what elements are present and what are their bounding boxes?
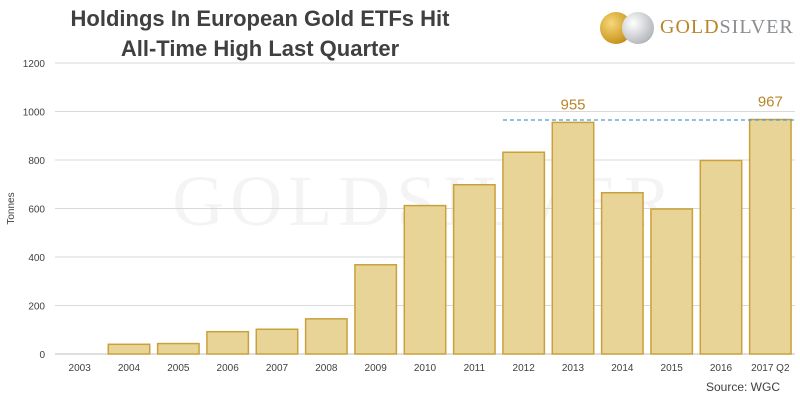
bar <box>699 159 743 355</box>
bar <box>403 204 447 355</box>
data-label: 955 <box>560 96 585 113</box>
y-tick-label: 600 <box>28 205 45 216</box>
y-axis-title: Tonnes <box>6 192 17 224</box>
chart-title-line-1: Holdings In European Gold ETFs Hit <box>70 6 450 31</box>
goldsilver-logo: GOLDSILVER <box>600 12 793 52</box>
bar <box>748 118 792 355</box>
y-tick-label: 0 <box>39 350 45 361</box>
x-tick-label: 2006 <box>217 363 240 374</box>
x-tick-label: 2016 <box>710 363 733 374</box>
bar <box>502 151 546 355</box>
data-label: 967 <box>758 94 783 111</box>
x-tick-label: 2009 <box>365 363 388 374</box>
bar <box>206 330 250 355</box>
x-tick-label: 2015 <box>661 363 684 374</box>
y-tick-label: 400 <box>28 253 45 264</box>
chart-title: Holdings In European Gold ETFs Hit All-T… <box>40 4 480 64</box>
source-note: Source: WGC <box>705 380 780 394</box>
y-tick-label: 1000 <box>23 108 46 119</box>
y-tick-label: 200 <box>28 302 45 313</box>
x-tick-label: 2013 <box>562 363 585 374</box>
silver-coin-icon <box>622 12 654 44</box>
x-tick-label: 2011 <box>464 363 486 374</box>
x-tick-label: 2003 <box>69 363 92 374</box>
x-tick-label: 2012 <box>513 363 536 374</box>
x-tick-label: 2004 <box>118 363 141 374</box>
x-tick-label: 2014 <box>611 363 634 374</box>
bar <box>650 208 694 355</box>
bar <box>600 191 644 355</box>
x-tick-label: 2017 Q2 <box>751 363 790 374</box>
x-tick-label: 2007 <box>266 363 289 374</box>
bar <box>107 343 151 355</box>
bar <box>304 318 348 355</box>
logo-silver-text: SILVER <box>719 16 794 38</box>
y-tick-label: 800 <box>28 156 45 167</box>
y-tick-label: 1200 <box>23 59 46 70</box>
logo-gold-text: GOLD <box>660 16 720 38</box>
chart-title-line-2: All-Time High Last Quarter <box>120 36 400 61</box>
bar <box>354 264 398 355</box>
x-tick-label: 2008 <box>315 363 338 374</box>
bar <box>452 183 496 355</box>
x-tick-label: 2005 <box>167 363 190 374</box>
bar <box>551 121 595 355</box>
bar <box>255 328 299 355</box>
x-tick-label: 2010 <box>414 363 437 374</box>
logo-wordmark: GOLDSILVER <box>660 16 794 39</box>
bar <box>156 342 200 355</box>
